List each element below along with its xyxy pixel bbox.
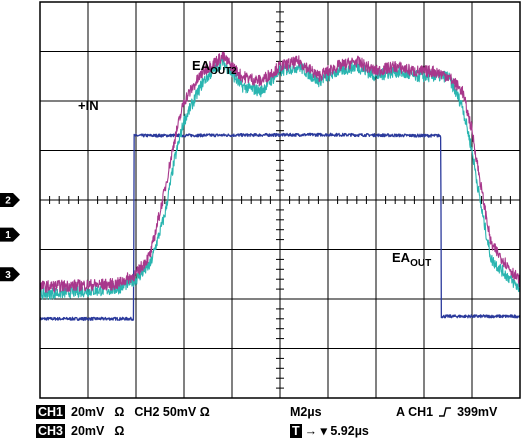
channel-marker-2: 2 [0,193,20,207]
trigger-position-value: 5.92µs [330,424,369,438]
channel-marker-1: 1 [0,227,20,242]
trigger-position: T → ▾ 5.92µs [290,423,369,439]
trace-ea-out2 [39,56,521,300]
label-in: +IN [78,98,99,113]
traces [39,51,521,321]
ch1-ch2-settings: CH1 20mV Ω CH2 50mV Ω [36,404,210,420]
ch1-scale: 20mV [71,405,105,419]
label-ea-out: EAOUT [392,250,431,269]
trigger-position-arrow-icon: → ▾ [304,424,327,438]
trace--in [39,132,521,321]
label-ea-out2: EAOUT2 [192,58,237,77]
trace-ea-out [39,51,521,293]
rising-edge-icon [439,407,452,417]
trigger-level: 399mV [457,405,498,419]
oscilloscope-plot: 2 1 3 +IN EAOUT2 EAOUT [0,1,521,399]
channel-marker-label: 2 [5,196,11,207]
channel-marker-label: 3 [5,270,11,281]
ch3-settings: CH3 20mV Ω [36,423,124,439]
channel-marker-3: 3 [0,267,20,282]
ch3-badge: CH3 [36,424,66,438]
ch2-coupling: Ω [199,405,210,419]
timebase: M2µs [290,405,322,419]
ch2-label: CH2 [134,405,160,419]
trigger-label: A [396,405,405,419]
ch1-coupling: Ω [114,405,125,419]
trigger-source: CH1 [408,405,434,419]
scope-readout: CH1 20mV Ω CH2 50mV Ω M2µs A CH1 399mV CH3 20… [0,400,529,444]
ch3-coupling: Ω [114,424,125,438]
plot-frame [39,1,521,399]
trigger-settings: A CH1 399mV [396,404,497,420]
channel-markers: 2 1 3 [0,193,20,282]
ch2-scale: 50mV [162,405,197,419]
channel-marker-label: 1 [5,230,11,241]
ch1-badge: CH1 [36,405,66,419]
trigger-position-badge: T [290,424,302,438]
ch3-scale: 20mV [71,424,105,438]
